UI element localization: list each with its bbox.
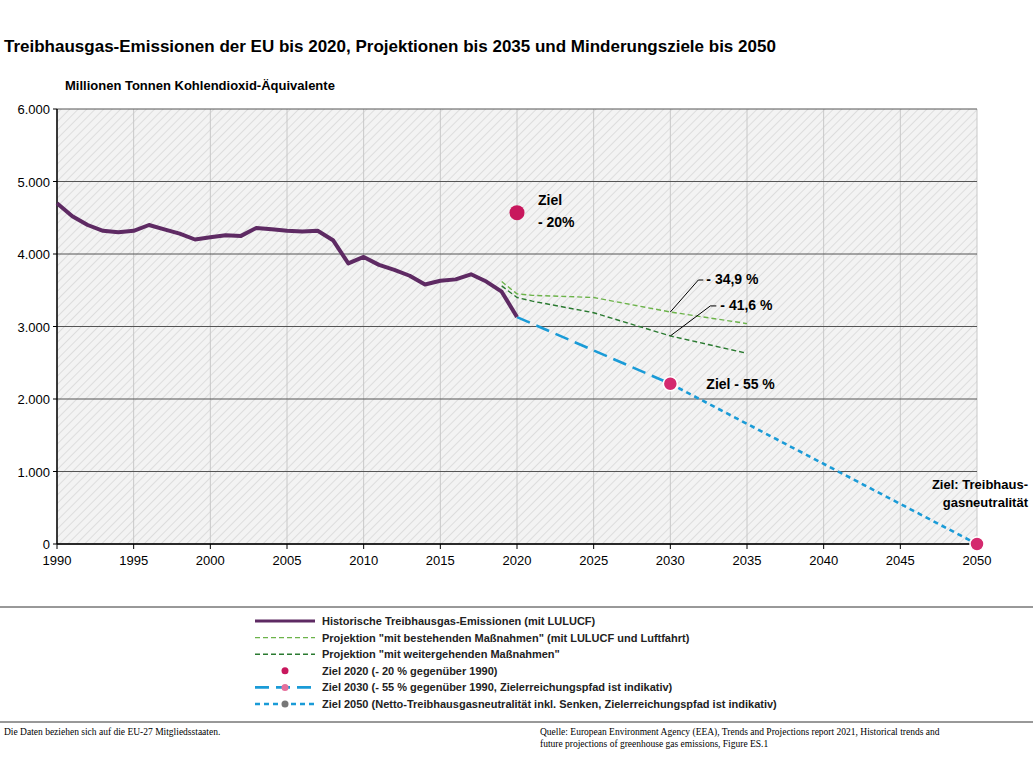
- x-tick-label: 2035: [733, 553, 762, 568]
- y-tick-label: 6.000: [17, 102, 50, 117]
- x-tick-label: 1995: [119, 553, 148, 568]
- x-tick-label: 2050: [963, 553, 992, 568]
- annotation: - 34,9 %: [706, 271, 759, 287]
- target-point: [663, 377, 677, 391]
- x-tick-label: 2010: [349, 553, 378, 568]
- y-grid-line: [57, 326, 977, 327]
- y-tick-label: 4.000: [17, 247, 50, 262]
- y-grid-line: [57, 254, 977, 255]
- plot-background: [57, 109, 977, 544]
- annotation-leader: [670, 280, 698, 312]
- annotation: Ziel - 55 %: [706, 376, 775, 392]
- annotation: gasneutralität: [943, 495, 1029, 510]
- legend: Historische Treibhausgas-Emissionen (mit…: [255, 615, 777, 710]
- legend-label: Projektion "mit bestehenden Maßnahmen" (…: [322, 632, 690, 644]
- x-tick-label: 2020: [503, 553, 532, 568]
- legend-label: Projektion "mit weitergehenden Maßnahmen…: [322, 648, 560, 660]
- y-axis-line: [56, 109, 58, 544]
- series-line: [57, 203, 517, 317]
- series-line: [502, 282, 747, 324]
- legend-swatch-marker: [282, 684, 289, 691]
- legend-label: Ziel 2050 (Netto-Treibhausgasneutralität…: [322, 698, 777, 710]
- separator: [0, 722, 1033, 723]
- y-grid-line: [57, 399, 977, 400]
- series-line: [670, 384, 977, 544]
- annotation-leader: [710, 305, 716, 306]
- target-point: [510, 205, 525, 220]
- annotation: - 41,6 %: [720, 297, 773, 313]
- annotations: Ziel - 20% - 34,9 % - 41,6 % Ziel - 55 % Ziel…: [538, 192, 1029, 510]
- x-tick-label: 2015: [426, 553, 455, 568]
- separator: [0, 607, 1033, 608]
- legend-swatch: [255, 654, 315, 655]
- x-tick-label: 2005: [273, 553, 302, 568]
- x-tick-label: 1990: [43, 553, 72, 568]
- series-line: [517, 317, 670, 384]
- annotation-leader: [670, 306, 710, 336]
- y-tick-label: 2.000: [17, 392, 50, 407]
- x-tick-label: 2030: [656, 553, 685, 568]
- source: Quelle: European Environment Agency (EEA…: [540, 727, 940, 738]
- legend-swatch-marker: [282, 701, 289, 708]
- legend-swatch: [282, 667, 289, 674]
- annotation-leader: [698, 280, 703, 281]
- footnote: Die Daten beziehen sich auf die EU-27 Mi…: [4, 727, 220, 737]
- y-tick-label: 3.000: [17, 320, 50, 335]
- source: future projections of greenhouse gas emi…: [540, 739, 768, 749]
- x-grid-line: [57, 109, 58, 544]
- annotation: Ziel: [538, 192, 562, 208]
- annotation: - 20%: [538, 214, 575, 230]
- x-tick-label: 2000: [196, 553, 225, 568]
- annotation: Ziel: Treibhaus-: [932, 477, 1028, 492]
- title: Treibhausgas-Emissionen der EU bis 2020,…: [4, 37, 776, 56]
- y-grid-line: [57, 181, 977, 182]
- y-tick-label: 1.000: [17, 465, 50, 480]
- y-grid-line: [57, 544, 977, 545]
- y-grid-line: [57, 109, 977, 110]
- x-axis-line: [57, 543, 977, 545]
- y-tick-label: 0: [43, 537, 50, 552]
- legend-label: Ziel 2020 (- 20 % gegenüber 1990): [322, 665, 498, 677]
- legend-swatch: [255, 620, 315, 623]
- chart: Treibhausgas-Emissionen der EU bis 2020,…: [0, 0, 1033, 775]
- x-tick-label: 2040: [809, 553, 838, 568]
- legend-swatch: [255, 637, 315, 638]
- x-tick-label: 2045: [886, 553, 915, 568]
- legend-label: Ziel 2030 (- 55 % gegenüber 1990, Zieler…: [322, 681, 673, 693]
- plot-data: [57, 203, 984, 551]
- y-tick-label: 5.000: [17, 175, 50, 190]
- target-point: [970, 537, 984, 551]
- y-axis-label: Millionen Tonnen Kohlendioxid-Äquivalent…: [65, 78, 335, 93]
- x-tick-label: 2025: [579, 553, 608, 568]
- legend-label: Historische Treibhausgas-Emissionen (mit…: [322, 615, 596, 627]
